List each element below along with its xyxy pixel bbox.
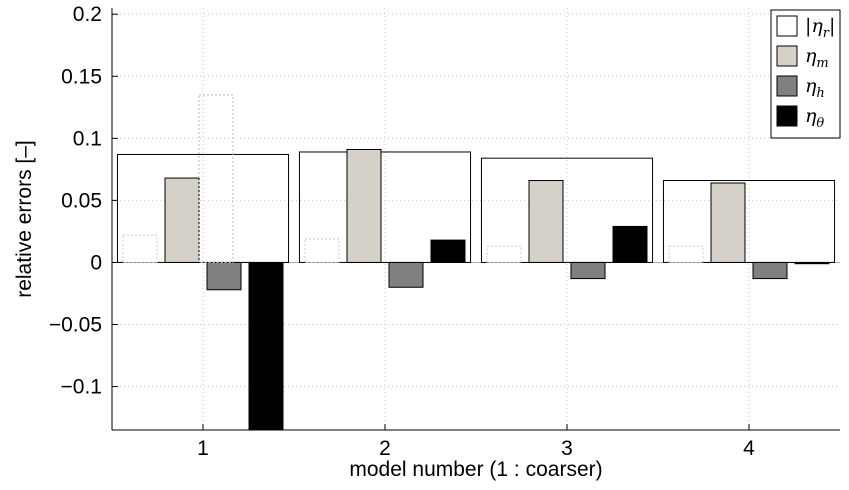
bar [248,261,284,431]
bar [528,180,564,263]
bar [304,238,340,263]
bar [570,261,606,280]
bar [346,148,382,263]
x-tick-label: 3 [561,437,573,460]
bar [794,261,830,265]
legend-swatch [776,15,798,37]
envelope-bar [116,153,290,263]
legend-label: ηm [805,45,829,71]
x-axis-label: model number (1 : coarser) [349,458,602,481]
y-tick-label: 0.2 [73,3,102,26]
y-tick-label: 0.15 [61,65,102,88]
x-tick-label: 2 [379,437,391,460]
bar [164,177,200,263]
y-axis-label: relative errors [–] [13,140,36,298]
y-tick-label: −0.1 [61,376,102,399]
axis-ticks: −0.1 −0.05 0 0.05 0.1 0.15 0.2 1 2 3 4 [49,3,755,460]
legend-label: ηθ [805,105,824,131]
legend-swatch [776,45,798,67]
legend-label: ηh [805,75,825,101]
y-tick-label: 0.1 [73,127,102,150]
legend-swatch [776,105,798,127]
bar [710,182,746,263]
dotted-outline-bar [198,94,234,263]
data-bars [122,94,830,431]
bar [206,261,242,291]
envelope-bar [298,151,472,263]
bar [668,245,704,263]
legend-label: |ηr| [805,15,835,41]
bar [430,239,466,263]
x-tick-label: 1 [197,437,209,460]
bar [388,261,424,288]
x-tick-label: 4 [743,437,755,460]
bar [612,225,648,263]
legend-swatch [776,75,798,97]
y-tick-label: 0.05 [61,189,102,212]
envelope-bars [116,151,836,263]
bar [752,261,788,280]
envelope-bar [480,157,654,263]
bar [122,234,158,263]
bar [486,245,522,263]
envelope-bar [662,180,836,263]
legend: |ηr| ηm ηh ηθ [770,9,841,139]
axes [111,8,840,431]
y-tick-label: 0 [90,251,102,274]
y-tick-label: −0.05 [49,314,102,337]
